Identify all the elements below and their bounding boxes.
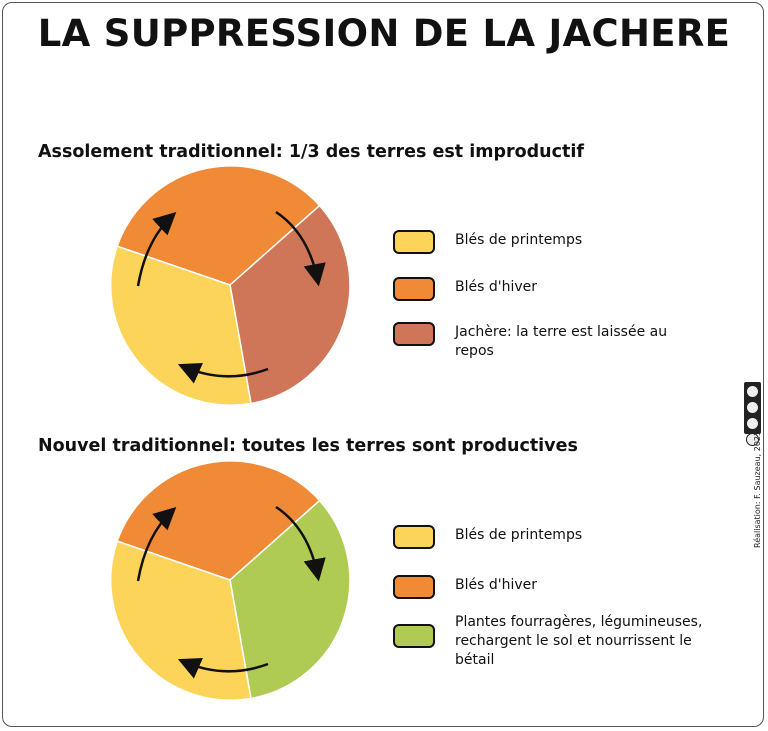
- swatch-fodder: [393, 624, 435, 648]
- legend-label-winter-wheat: Blés d'hiver: [455, 279, 538, 295]
- sector-winter-wheat: [116, 165, 321, 286]
- creative-commons-badge: [744, 382, 761, 446]
- rotation-arrow-bottom: [177, 657, 269, 679]
- legend-item-winter-wheat: Blés d'hiver: [393, 277, 735, 301]
- legend-item-spring-wheat: Blés de printemps: [393, 525, 735, 549]
- rotation-diagram-new: [109, 460, 351, 701]
- legend-label-winter-wheat: Blés d'hiver: [455, 577, 538, 593]
- legend-label-fodder: Plantes fourragères, légumineuses, recha…: [455, 614, 703, 668]
- section-1-subtitle: Assolement traditionnel: 1/3 des terres …: [38, 142, 584, 162]
- rotation-arrow-left: [136, 211, 177, 287]
- legend-item-fodder: Plantes fourragères, légumineuses, recha…: [393, 612, 730, 670]
- swatch-spring-wheat: [393, 525, 435, 549]
- credit-text: Réalisation: F. Sauzeau, 2023: [753, 430, 762, 548]
- rotation-arrow-right: [275, 505, 326, 582]
- swatch-fallow: [393, 322, 435, 346]
- sector-spring-wheat: [109, 540, 252, 701]
- page-title: LA SUPPRESSION DE LA JACHERE: [37, 12, 731, 55]
- legend-label-fallow: Jachère: la terre est laissée au repos: [455, 324, 668, 359]
- rotation-arrow-right: [275, 210, 326, 287]
- swatch-winter-wheat: [393, 575, 435, 599]
- rotation-diagram-traditional: [109, 165, 351, 406]
- section-2-subtitle: Nouvel traditionnel: toutes les terres s…: [38, 436, 578, 456]
- legend-item-winter-wheat: Blés d'hiver: [393, 575, 735, 599]
- nc-icon: [746, 417, 759, 430]
- cc-icon: [746, 385, 759, 398]
- rotation-arrow-left: [136, 506, 177, 582]
- sector-fallow: [229, 204, 351, 405]
- swatch-winter-wheat: [393, 277, 435, 301]
- sector-winter-wheat: [116, 460, 321, 581]
- by-icon: [746, 401, 759, 414]
- swatch-spring-wheat: [393, 230, 435, 254]
- sector-fodder-legumes: [229, 499, 351, 700]
- legend-label-spring-wheat: Blés de printemps: [455, 527, 583, 543]
- legend-label-spring-wheat: Blés de printemps: [455, 232, 583, 248]
- legend-item-spring-wheat: Blés de printemps: [393, 230, 735, 254]
- sector-spring-wheat: [109, 245, 252, 406]
- sa-icon: [746, 433, 759, 446]
- rotation-arrow-bottom: [177, 362, 269, 384]
- legend-item-fallow: Jachère: la terre est laissée au repos: [393, 322, 670, 361]
